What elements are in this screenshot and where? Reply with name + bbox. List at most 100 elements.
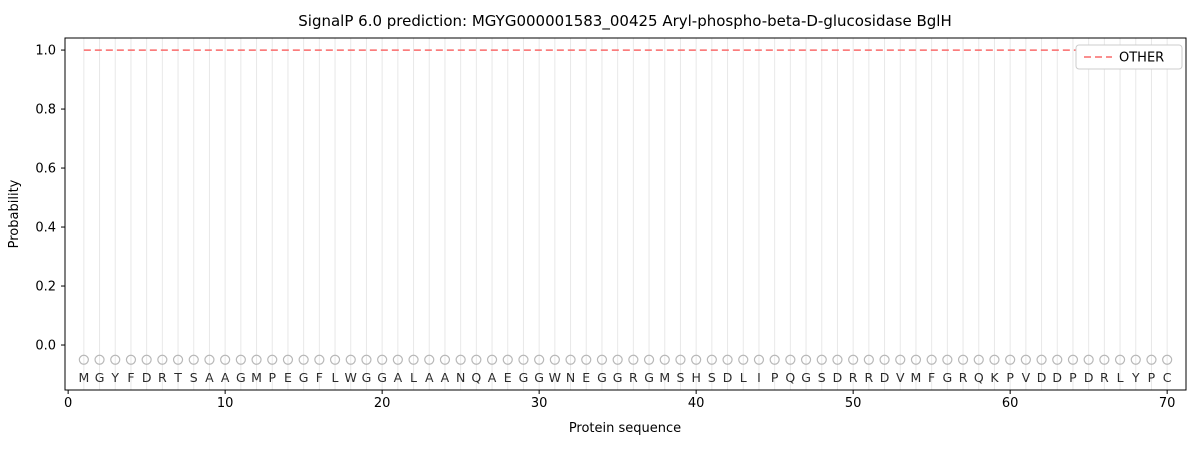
- residue-marker: [1067, 354, 1079, 365]
- residue-letter: G: [644, 370, 654, 385]
- residue-marker: [141, 354, 152, 365]
- residue-letter: R: [1100, 370, 1109, 385]
- axes-layer: 0 10 20 30 40 50 60 70 0.0 0.2 0.4 0.6 0.8 1.0: [35, 37, 1187, 411]
- residue-letter: C: [1163, 370, 1172, 385]
- residue-marker: [282, 354, 294, 365]
- residue-letter: F: [127, 370, 134, 385]
- residue-letter: G: [299, 370, 309, 385]
- residue-marker: [534, 354, 545, 365]
- residue-marker: [753, 354, 765, 365]
- residue-letter: S: [708, 370, 716, 385]
- residue-marker: [408, 354, 419, 365]
- residue-letter: T: [173, 370, 182, 385]
- residue-letter: E: [284, 370, 292, 385]
- residue-marker: [267, 354, 278, 365]
- residue-letter: G: [534, 370, 544, 385]
- residue-marker: [659, 354, 670, 365]
- residue-marker: [565, 354, 576, 365]
- residue-marker: [612, 354, 623, 365]
- chart-title: SignalP 6.0 prediction: MGYG000001583_00…: [298, 12, 951, 31]
- residue-letter: D: [142, 370, 152, 385]
- residue-marker: [1099, 354, 1110, 365]
- residue-marker: [424, 354, 435, 365]
- residue-letter: P: [1069, 370, 1077, 385]
- residue-letter: Q: [471, 370, 481, 385]
- residue-marker: [1036, 354, 1047, 365]
- residue-letter: L: [740, 370, 747, 385]
- residue-letter: V: [1022, 370, 1031, 385]
- residue-marker: [722, 354, 733, 365]
- grid-layer: [83, 38, 1168, 390]
- residue-marker: [377, 354, 388, 365]
- residue-letter: N: [456, 370, 465, 385]
- residue-letter: M: [911, 370, 922, 385]
- residue-marker: [691, 354, 702, 365]
- residue-letter: G: [362, 370, 372, 385]
- residue-letter: A: [425, 370, 434, 385]
- x-tick-label: 60: [1002, 396, 1019, 411]
- residue-letter: S: [190, 370, 198, 385]
- residue-letter: Q: [785, 370, 795, 385]
- residue-letter: P: [268, 370, 276, 385]
- residue-letter: P: [1148, 370, 1156, 385]
- x-tick-label: 20: [374, 396, 391, 411]
- y-tick-label: 1.0: [35, 44, 56, 59]
- residue-marker: [895, 354, 906, 365]
- residue-letter: A: [205, 370, 214, 385]
- residue-letter: D: [833, 370, 843, 385]
- residue-marker: [125, 354, 137, 365]
- residue-marker: [172, 354, 184, 365]
- residue-marker: [502, 354, 513, 365]
- residue-letter: A: [441, 370, 450, 385]
- residue-marker: [1146, 354, 1157, 365]
- residue-marker: [989, 354, 1000, 365]
- residue-letter: M: [659, 370, 670, 385]
- residue-marker-layer: [78, 354, 1173, 365]
- residue-marker: [1083, 354, 1094, 365]
- residue-letter: G: [377, 370, 387, 385]
- y-tick-label: 0.2: [35, 280, 56, 295]
- residue-letter: G: [597, 370, 607, 385]
- residue-letter: Y: [110, 370, 119, 385]
- y-tick-label: 0.6: [35, 162, 56, 177]
- residue-marker: [345, 354, 356, 365]
- residue-letter: A: [488, 370, 497, 385]
- residue-letter: R: [629, 370, 638, 385]
- residue-marker: [329, 354, 341, 365]
- residue-letter: R: [959, 370, 968, 385]
- residue-marker: [361, 354, 372, 365]
- x-tick-label: 10: [217, 396, 234, 411]
- residue-letter: R: [849, 370, 858, 385]
- residue-marker: [581, 354, 592, 365]
- residue-marker: [78, 354, 89, 365]
- residue-marker: [863, 354, 874, 365]
- residue-marker: [157, 354, 168, 365]
- residue-letter: R: [865, 370, 874, 385]
- residue-marker: [220, 354, 231, 365]
- residue-marker: [628, 354, 639, 365]
- residue-marker: [706, 354, 717, 365]
- residue-marker: [471, 354, 482, 365]
- residue-letter: I: [757, 370, 761, 385]
- residue-marker: [549, 354, 560, 365]
- residue-marker: [204, 354, 215, 365]
- residue-letter: G: [943, 370, 953, 385]
- residue-letter: W: [549, 370, 561, 385]
- residue-marker: [1162, 354, 1173, 365]
- x-tick-label: 50: [845, 396, 862, 411]
- residue-letter: N: [566, 370, 575, 385]
- residue-letter: L: [410, 370, 417, 385]
- residue-marker: [1005, 354, 1016, 365]
- residue-marker: [298, 354, 309, 365]
- residue-letter: L: [332, 370, 339, 385]
- residue-marker: [832, 354, 843, 365]
- residue-marker: [957, 354, 969, 365]
- residue-marker: [518, 354, 529, 365]
- residue-letter: W: [345, 370, 357, 385]
- residue-marker: [879, 354, 890, 365]
- residue-marker: [1130, 354, 1141, 365]
- residue-marker: [314, 354, 325, 365]
- residue-letter: V: [896, 370, 905, 385]
- legend-box: [1075, 44, 1183, 70]
- residue-letter: D: [723, 370, 733, 385]
